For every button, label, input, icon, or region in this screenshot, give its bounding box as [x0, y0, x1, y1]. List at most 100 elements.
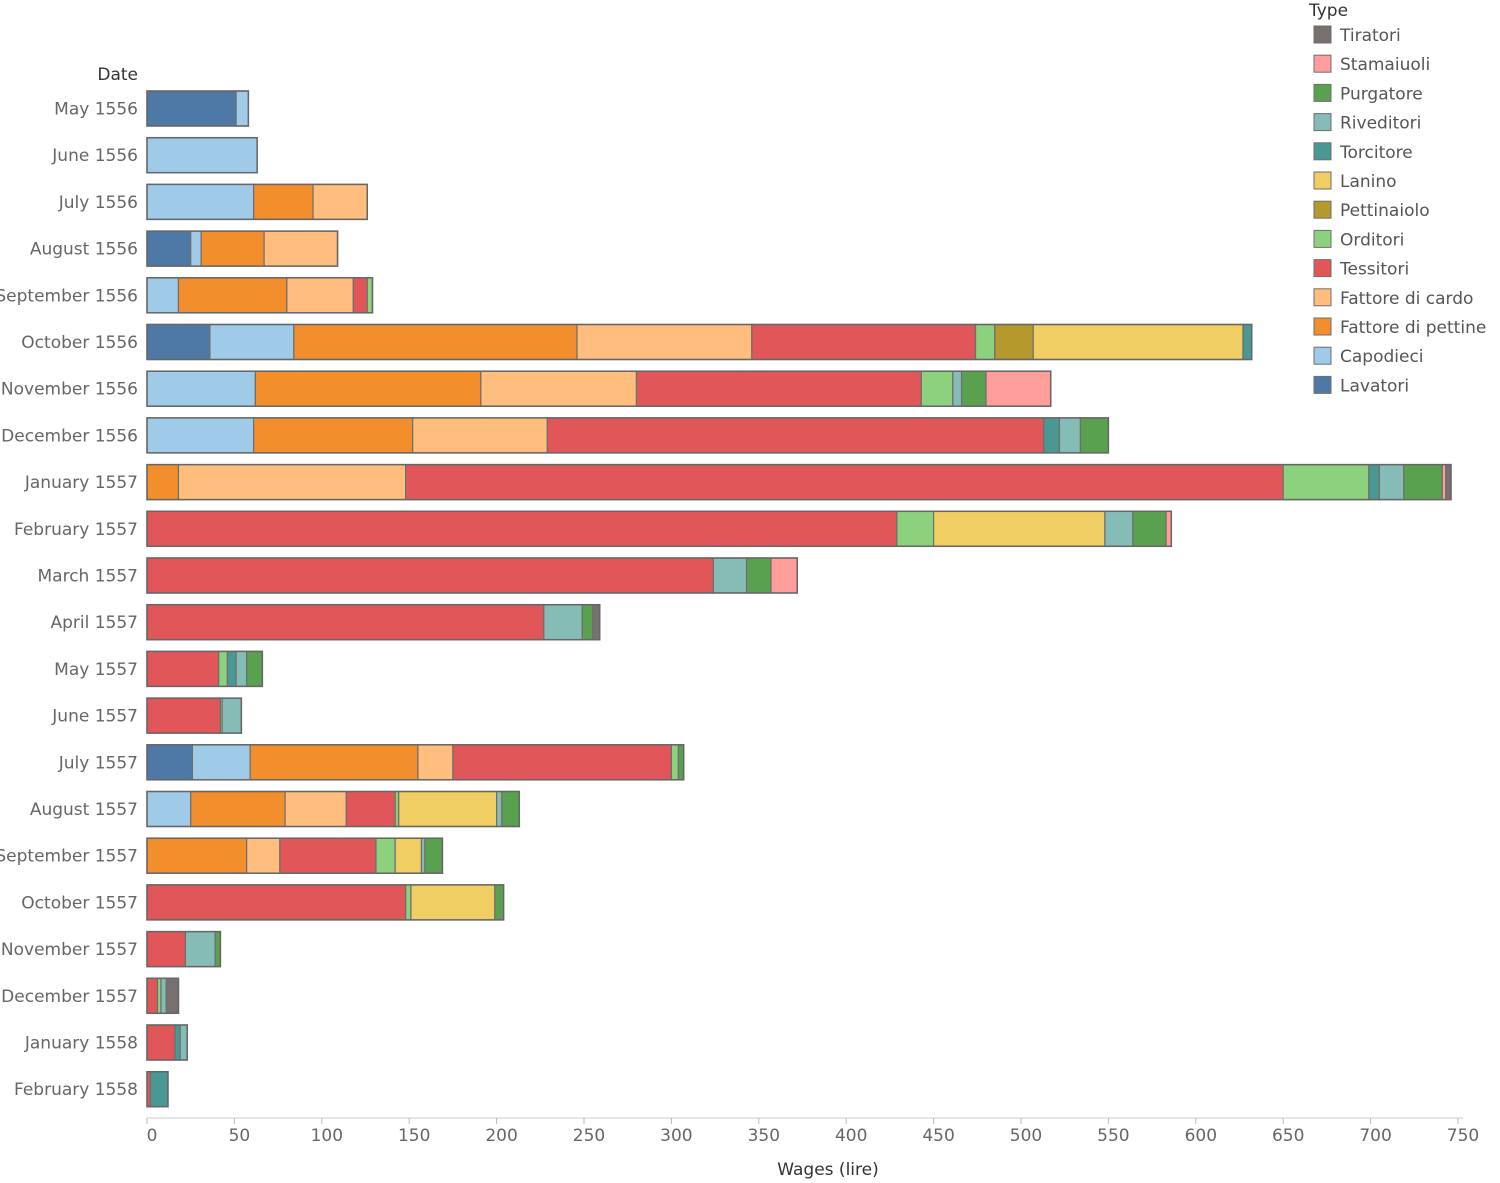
bar-segment	[214, 930, 222, 968]
x-tick-label: 500	[1010, 1126, 1042, 1146]
bar-segment	[375, 837, 396, 874]
bar-segment	[218, 650, 229, 688]
bar-segment	[146, 230, 192, 267]
y-axis-title: Date	[97, 65, 138, 85]
bar-segment	[410, 884, 496, 921]
bar-segment	[146, 323, 211, 361]
bar-outline	[146, 790, 521, 828]
bar-segment	[146, 604, 545, 641]
y-tick-label: December 1556	[1, 426, 138, 446]
bar-segment	[200, 230, 265, 267]
bar-segment	[146, 183, 255, 220]
bar-segment	[501, 790, 520, 828]
x-tick-label: 450	[922, 1126, 954, 1146]
bar-outline	[146, 650, 264, 688]
legend-swatch	[1313, 83, 1332, 102]
bar-segment	[146, 790, 192, 828]
bar-segment	[994, 323, 1034, 361]
x-tick-label: 300	[660, 1126, 692, 1146]
bar-segment	[146, 277, 180, 314]
bar-outline	[146, 744, 685, 781]
bar-segment	[712, 557, 748, 594]
bar-segment	[1403, 464, 1443, 501]
y-tick-label: September 1556	[0, 286, 138, 306]
y-tick-label: February 1557	[14, 520, 138, 540]
y-tick-label: June 1557	[51, 707, 138, 727]
bar-segment	[146, 930, 187, 968]
bar-outline	[146, 977, 180, 1015]
bar-outline	[146, 417, 1110, 454]
x-tick-label: 0	[147, 1126, 158, 1146]
bar-segment	[146, 697, 222, 734]
bar-outline	[146, 1024, 188, 1061]
y-axis: Date May 1556 June 1556 July 1556 August 15…	[0, 65, 138, 1100]
bar-segment	[1079, 417, 1110, 454]
y-tick-label: March 1557	[38, 567, 139, 587]
bar-segment	[1378, 464, 1405, 501]
bar-segment	[146, 464, 180, 501]
legend-swatch	[1313, 229, 1332, 248]
bar-outline	[146, 323, 1253, 361]
bar-segment	[190, 790, 286, 828]
bar-outline	[146, 90, 250, 127]
bar-segment	[398, 790, 498, 828]
x-tick-label: 50	[229, 1126, 251, 1146]
y-tick-label: August 1556	[30, 240, 138, 260]
x-tick-label: 100	[311, 1126, 343, 1146]
bar-segment	[985, 370, 1052, 407]
legend-swatch	[1313, 171, 1332, 190]
bar-segment	[235, 650, 248, 688]
bar-outline	[146, 183, 368, 221]
bar-segment	[952, 370, 963, 407]
bar-segment	[253, 183, 314, 220]
legend-entry-label: Torcitore	[1339, 143, 1413, 163]
bar-outline	[146, 230, 339, 267]
x-tick-label: 650	[1272, 1126, 1304, 1146]
bar-segment	[405, 884, 412, 921]
bar-segment	[190, 230, 202, 267]
y-tick-label: December 1557	[1, 987, 138, 1007]
bar-segment	[745, 557, 772, 594]
bar-segment	[146, 884, 407, 921]
bar-segment	[932, 510, 1106, 547]
bar-outline	[146, 603, 601, 641]
x-tick-label: 150	[398, 1126, 430, 1146]
bar-segment	[770, 557, 798, 594]
bar-outline	[146, 136, 258, 174]
bar-segment	[146, 1024, 176, 1061]
bar-segment	[1282, 464, 1370, 501]
legend-entry-label: Lavatori	[1340, 376, 1409, 396]
bar-segment	[146, 90, 237, 127]
legend-entry-label: Tessitori	[1339, 260, 1409, 280]
bar-segment	[1032, 323, 1244, 361]
bar-outline	[146, 837, 444, 874]
y-tick-label: November 1556	[1, 380, 138, 400]
legend-entry-label: Lanino	[1340, 172, 1397, 192]
legend-swatch	[1313, 259, 1332, 278]
bar-segment	[226, 650, 237, 688]
legend-swatch	[1313, 142, 1332, 161]
bar-segment	[1132, 510, 1167, 547]
bar-outline	[146, 1070, 169, 1108]
bar-segment	[253, 417, 414, 454]
bars-layer	[146, 90, 1452, 1108]
legend-entry-label: Pettinaiolo	[1340, 201, 1430, 221]
bar-segment	[286, 277, 354, 314]
bar-segment	[1242, 323, 1253, 361]
bar-segment	[592, 604, 601, 641]
legend-entry-label: Riveditori	[1340, 114, 1421, 134]
x-tick-label: 350	[748, 1126, 780, 1146]
bar-segment	[635, 370, 922, 407]
bar-segment	[146, 137, 258, 174]
legend-entry-label: Fattore di pettine	[1340, 318, 1486, 338]
bar-segment	[452, 744, 672, 781]
bar-segment	[394, 837, 423, 874]
bar-segment	[751, 323, 977, 361]
bar-segment	[249, 744, 419, 781]
bar-segment	[177, 277, 288, 314]
bar-segment	[424, 837, 444, 874]
bar-segment	[146, 650, 220, 688]
legend-swatch	[1313, 317, 1332, 336]
legend-swatch	[1313, 288, 1332, 307]
bar-segment	[1368, 464, 1380, 501]
